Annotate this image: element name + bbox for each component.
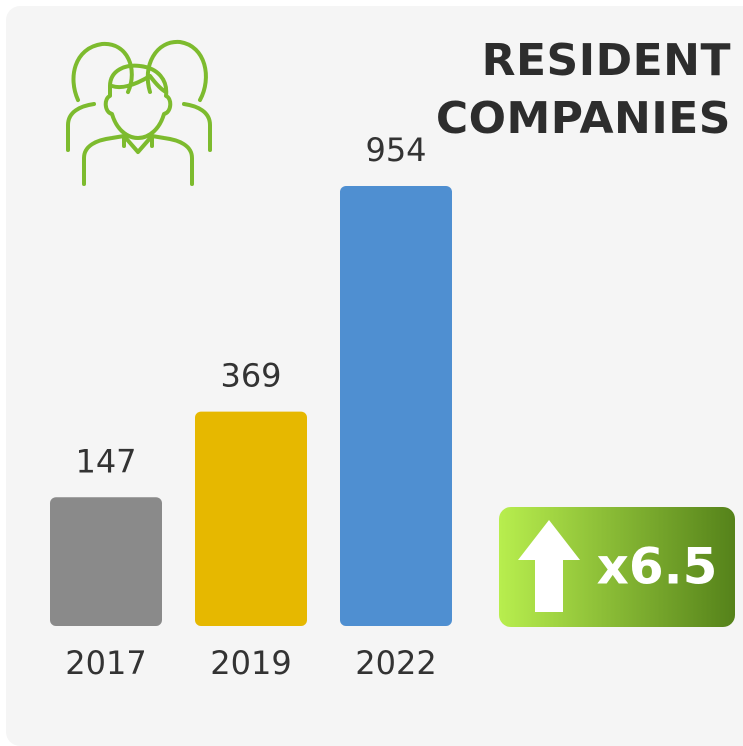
value-label: 954 bbox=[365, 131, 426, 169]
up-arrow bbox=[518, 520, 580, 612]
chart-title: RESIDENT COMPANIES bbox=[435, 35, 731, 144]
value-label: 147 bbox=[75, 442, 136, 480]
x-tick-label: 2019 bbox=[210, 644, 291, 682]
bar bbox=[340, 186, 452, 626]
x-tick-label: 2022 bbox=[355, 644, 436, 682]
badge: x6.5 bbox=[499, 507, 735, 627]
annotation: x6.5 bbox=[597, 538, 718, 596]
bar bbox=[195, 411, 307, 626]
value-label: 369 bbox=[220, 357, 281, 395]
people-icon bbox=[66, 39, 212, 186]
chart: x6.5 147 2017 369 2019 954 2022 bbox=[50, 39, 735, 682]
bar bbox=[50, 497, 162, 626]
x-tick-label: 2017 bbox=[65, 644, 146, 682]
